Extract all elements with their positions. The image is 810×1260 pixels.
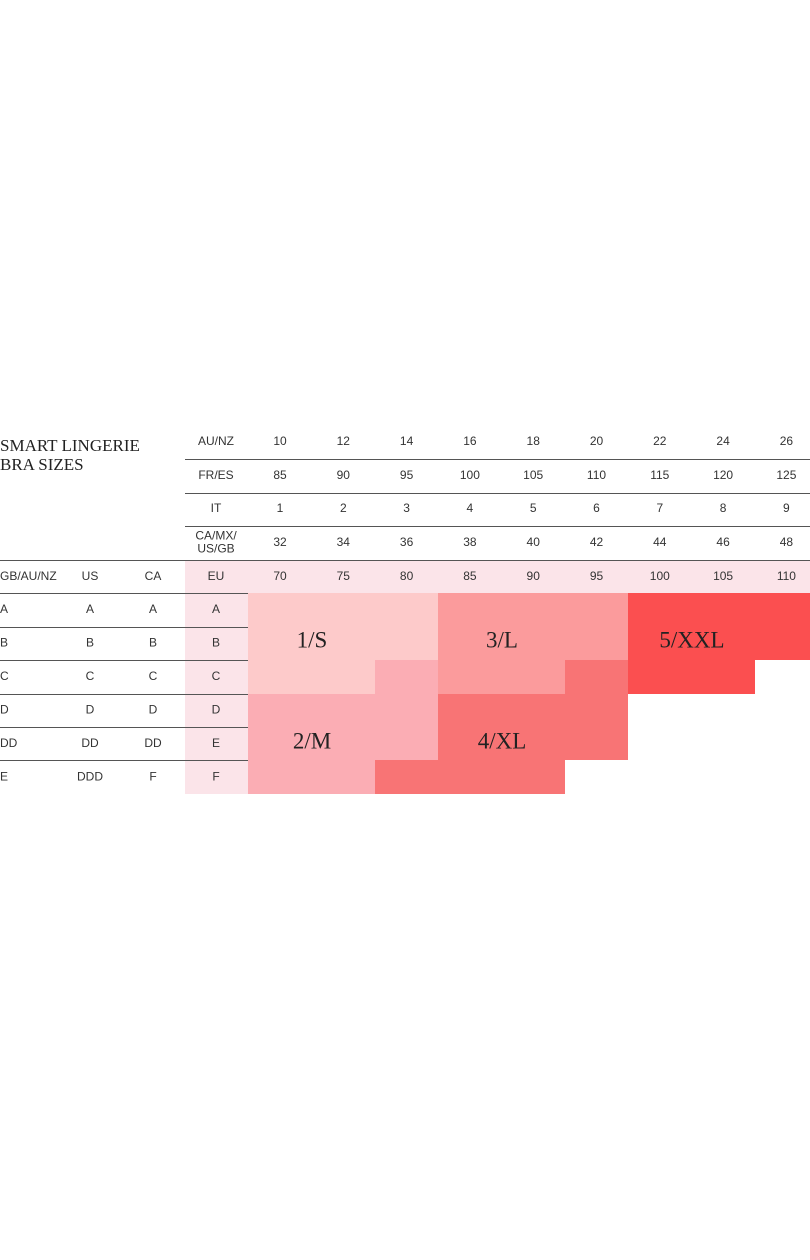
band-value: 105 — [523, 468, 543, 482]
cup-header: US — [82, 569, 99, 583]
band-value: 110 — [777, 569, 796, 583]
band-value: 115 — [650, 468, 669, 482]
band-value: 14 — [400, 434, 414, 448]
band-value: 42 — [590, 535, 604, 549]
band-value: 48 — [780, 535, 794, 549]
cup-value: C — [0, 669, 9, 683]
cup-value: F — [149, 770, 156, 784]
band-value: 90 — [527, 569, 541, 583]
zone-2m — [248, 660, 438, 794]
band-value: 6 — [593, 501, 600, 515]
band-value: 20 — [590, 434, 604, 448]
band-value: 5 — [530, 501, 537, 515]
zone-3l — [438, 593, 628, 694]
cup-value: DD — [144, 736, 162, 750]
cup-value: A — [0, 602, 8, 616]
band-value: 18 — [527, 434, 541, 448]
eu-row-bg — [185, 560, 810, 593]
cup-value: B — [0, 636, 8, 650]
cup-value: D — [149, 703, 158, 717]
size-label: 5/XXL — [659, 627, 724, 652]
band-value: 70 — [273, 569, 287, 583]
cup-value: F — [212, 770, 219, 784]
band-value: 120 — [713, 468, 733, 482]
cup-value: D — [86, 703, 95, 717]
cup-value: DDD — [77, 770, 103, 784]
cup-value: B — [149, 636, 157, 650]
band-value: 75 — [337, 569, 351, 583]
cup-value: D — [0, 703, 9, 717]
band-value: 40 — [527, 535, 541, 549]
band-value: 3 — [403, 501, 410, 515]
cup-value: E — [212, 736, 220, 750]
cup-header: CA — [145, 569, 162, 583]
cup-value: B — [212, 636, 220, 650]
band-label: CA/MX/ — [195, 529, 237, 543]
band-label: US/GB — [197, 542, 234, 556]
band-value: 7 — [656, 501, 663, 515]
size-label: 2/M — [293, 728, 331, 753]
band-value: 95 — [400, 468, 414, 482]
band-value: 1 — [277, 501, 284, 515]
band-value: 38 — [463, 535, 477, 549]
band-value: 85 — [273, 468, 287, 482]
title: BRA SIZES — [0, 455, 84, 474]
band-value: 4 — [467, 501, 474, 515]
cup-value: C — [149, 669, 158, 683]
zone-1s — [248, 593, 438, 694]
band-value: 26 — [780, 434, 794, 448]
band-value: 24 — [716, 434, 730, 448]
band-value: 95 — [590, 569, 604, 583]
band-value: 110 — [587, 468, 606, 482]
band-value: 2 — [340, 501, 347, 515]
band-label: EU — [208, 569, 225, 583]
band-value: 9 — [783, 501, 790, 515]
cup-value: A — [149, 602, 157, 616]
band-value: 90 — [337, 468, 351, 482]
cup-value: E — [0, 770, 8, 784]
band-label: AU/NZ — [198, 434, 234, 448]
band-value: 36 — [400, 535, 414, 549]
rules — [0, 459, 810, 761]
cup-value: DD — [0, 736, 18, 750]
band-value: 32 — [273, 535, 287, 549]
cup-value: C — [212, 669, 221, 683]
cup-value: A — [86, 602, 94, 616]
cup-value: DD — [81, 736, 99, 750]
band-value: 12 — [337, 434, 351, 448]
zone-4xl — [375, 660, 628, 794]
band-value: 44 — [653, 535, 667, 549]
band-value: 105 — [713, 569, 733, 583]
band-value: 100 — [650, 569, 670, 583]
size-label: 3/L — [486, 627, 518, 652]
size-label: 4/XL — [478, 728, 527, 753]
band-value: 16 — [463, 434, 477, 448]
cup-header: GB/AU/NZ — [0, 569, 57, 583]
cup-value: C — [86, 669, 95, 683]
cup-value: B — [86, 636, 94, 650]
cup-value: D — [212, 703, 221, 717]
band-value: 8 — [720, 501, 727, 515]
band-label: IT — [211, 501, 222, 515]
zone-5xxl — [628, 593, 810, 694]
cup-value: A — [212, 602, 220, 616]
band-value: 85 — [463, 569, 477, 583]
title: SMART LINGERIE — [0, 436, 140, 455]
band-label: FR/ES — [198, 468, 233, 482]
band-value: 22 — [653, 434, 667, 448]
band-value: 80 — [400, 569, 414, 583]
band-value: 34 — [337, 535, 351, 549]
band-value: 125 — [776, 468, 796, 482]
eu-col-bg — [185, 593, 248, 794]
size-label: 1/S — [297, 627, 328, 652]
band-value: 46 — [716, 535, 730, 549]
band-value: 100 — [460, 468, 480, 482]
band-value: 10 — [273, 434, 287, 448]
